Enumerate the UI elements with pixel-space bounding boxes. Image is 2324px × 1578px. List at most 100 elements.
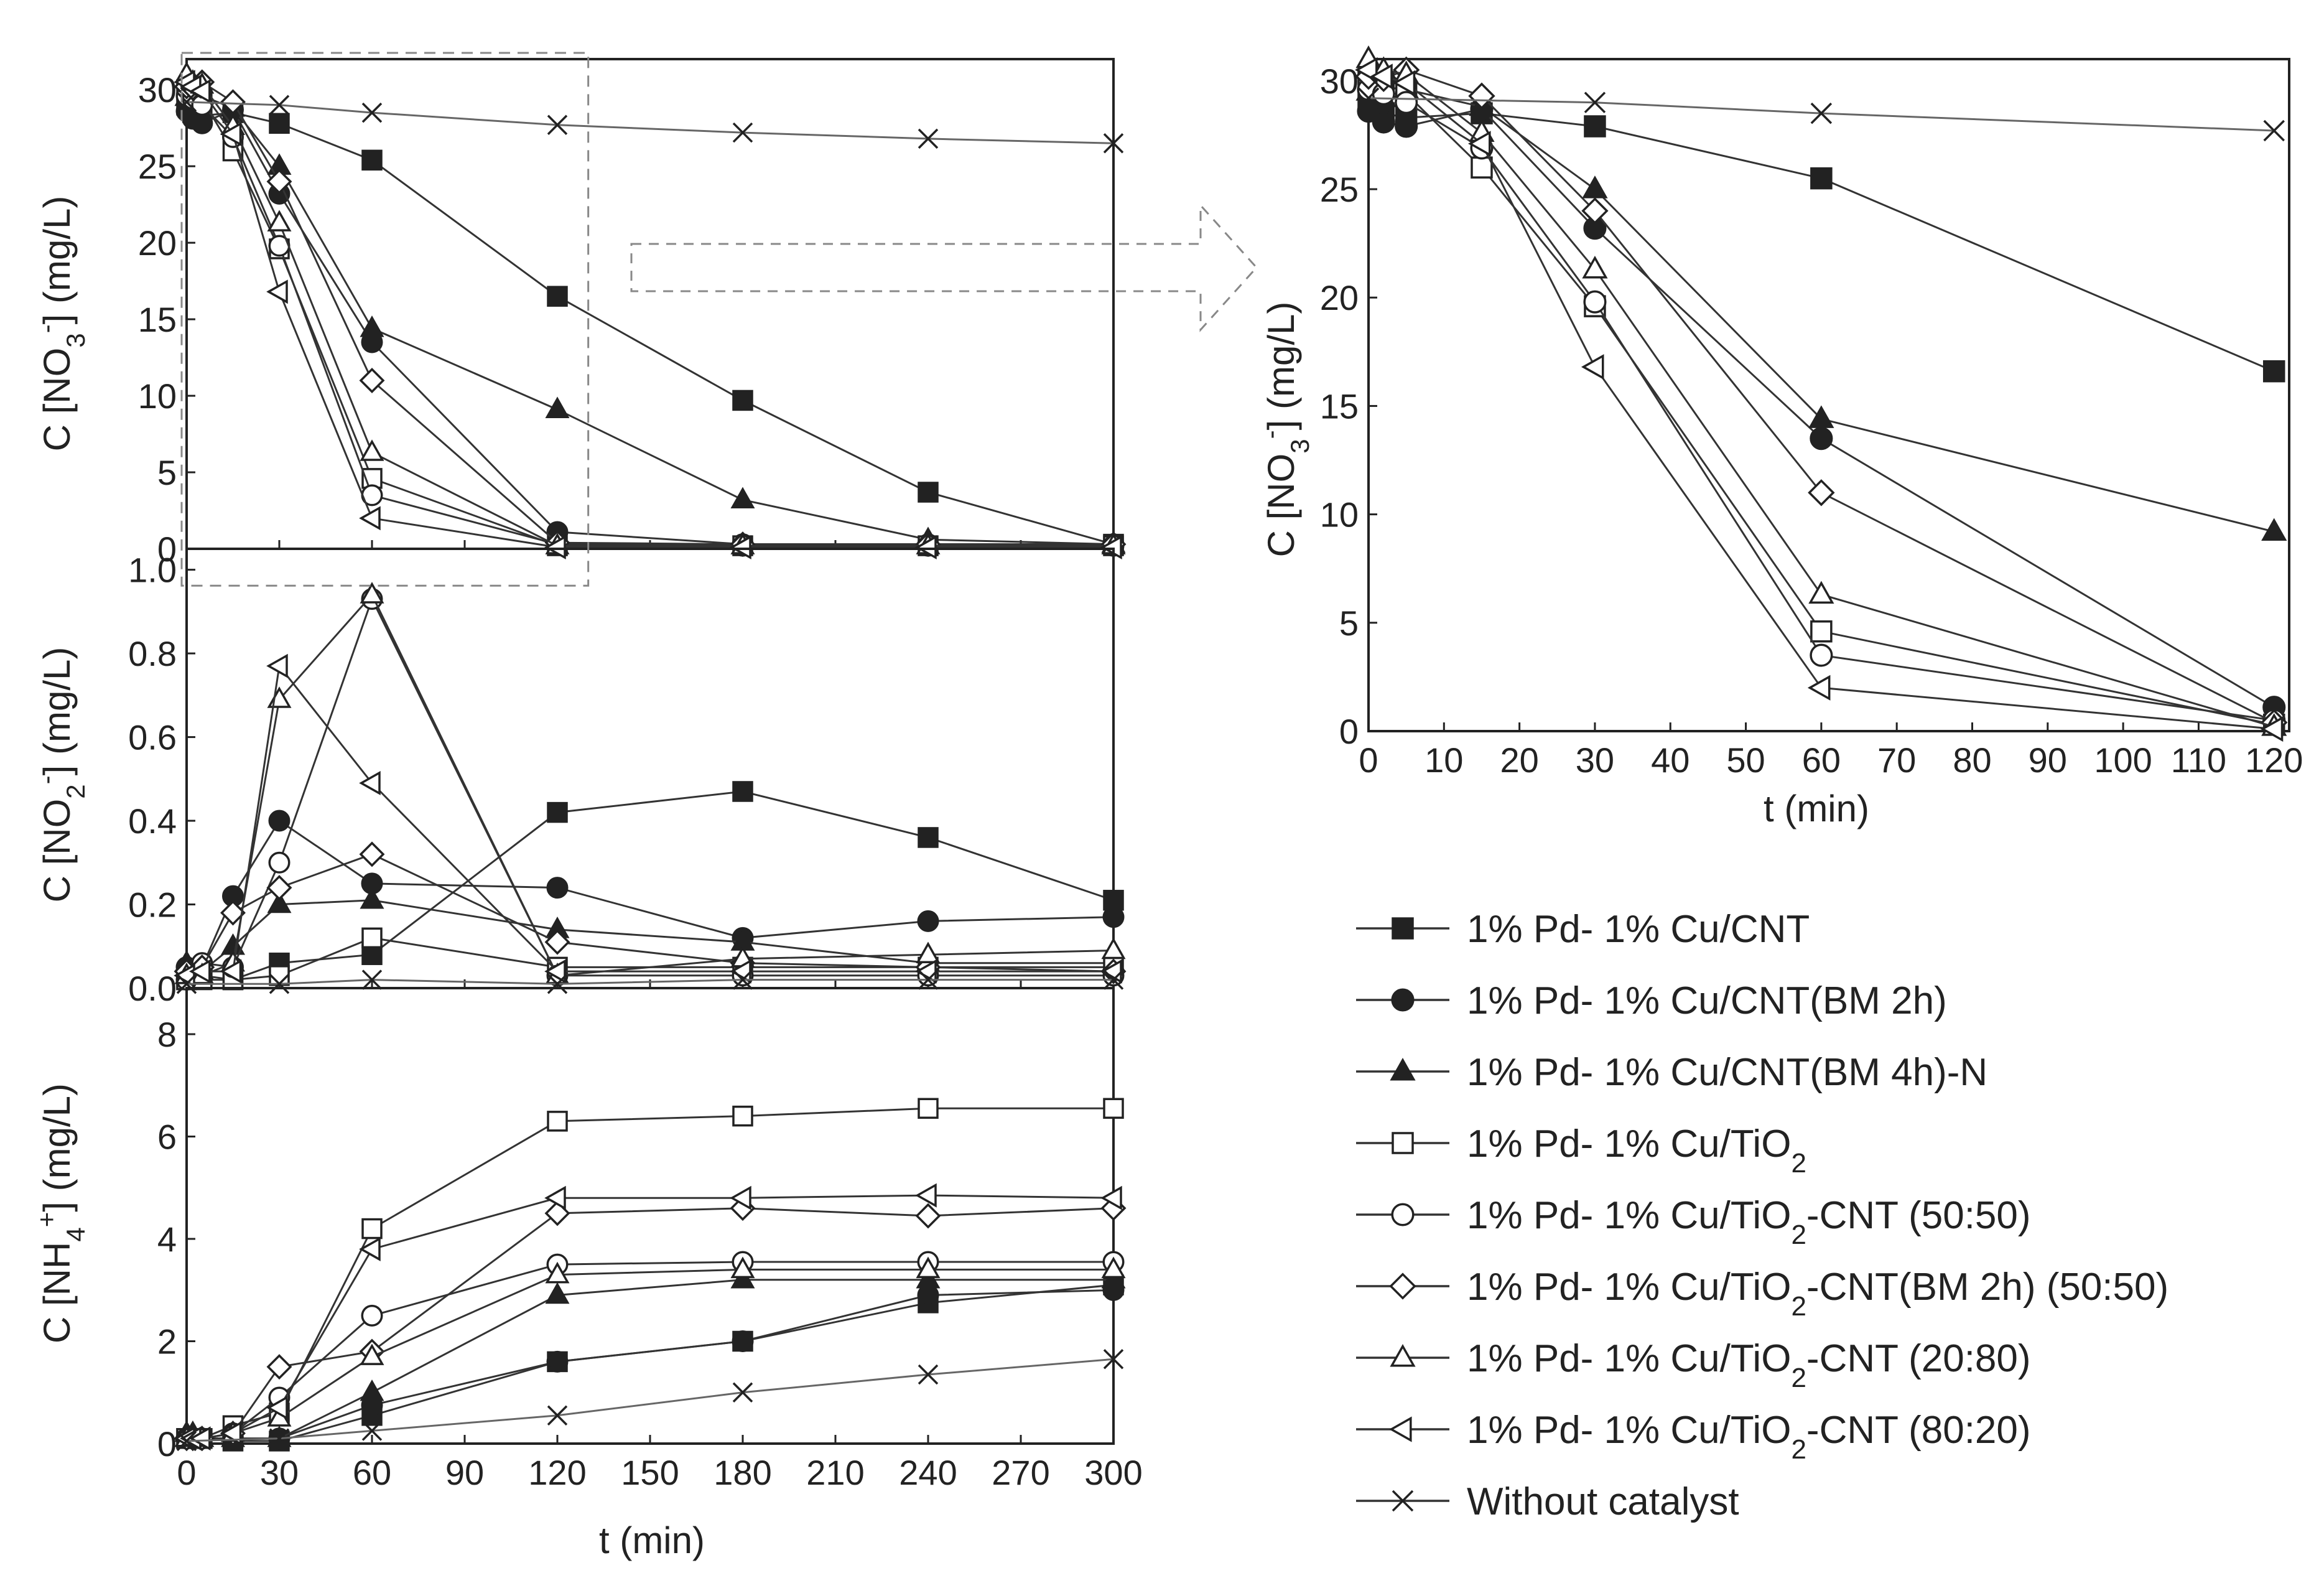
data-point [220, 89, 246, 115]
data-point [547, 1111, 568, 1132]
data-point [547, 1405, 568, 1426]
data-point [1810, 643, 1833, 667]
y-tick-label: 15 [1320, 386, 1359, 426]
legend-label-pre: 1% Pd- 1% Cu/TiO [1467, 1123, 1791, 1165]
data-point [918, 827, 939, 848]
data-point [361, 969, 383, 990]
x-tick-label: 210 [806, 1453, 864, 1492]
legend-label-pre: 1% Pd- 1% Cu/TiO [1467, 1194, 1791, 1237]
legend-marker [1392, 1132, 1414, 1154]
data-point [266, 1354, 292, 1380]
data-point [1103, 1098, 1124, 1119]
data-point [547, 801, 568, 823]
x-tick-label: 150 [621, 1453, 679, 1492]
x-tick-label: 80 [1953, 740, 1991, 780]
data-point [916, 941, 941, 963]
y-tick-label: 1.0 [128, 551, 177, 590]
y-tick-label: 0 [1339, 712, 1359, 751]
series-8 [176, 969, 1124, 994]
data-point [545, 1282, 570, 1304]
y-tick-label: 20 [1320, 278, 1359, 317]
y-tick-label: 10 [138, 376, 177, 416]
series-7 [1355, 57, 2284, 742]
data-point [266, 653, 288, 678]
data-point [1471, 156, 1493, 179]
y-tick-label: 0.6 [128, 718, 177, 757]
x-tick-label: 0 [177, 1453, 196, 1492]
x-tick-label: 20 [1500, 740, 1538, 780]
y-tick-label: 30 [138, 70, 177, 110]
data-point [360, 1343, 384, 1365]
data-point [918, 969, 939, 990]
legend-marker [1392, 917, 1414, 940]
ammonium-y-axis-title: C [NH4+] (mg/L) [32, 1083, 90, 1343]
legend-label: 1% Pd- 1% Cu/TiO2-CNT(BM 2h) (50:50) [1467, 1266, 2168, 1322]
data-point [269, 965, 290, 986]
main-x-axis-title: t (min) [599, 1520, 705, 1561]
data-point [732, 1382, 753, 1403]
legend-marker [1389, 1272, 1416, 1300]
data-point [547, 286, 568, 307]
legend-label-post: -CNT (50:50) [1806, 1194, 2031, 1237]
x-tick-label: 60 [353, 1453, 391, 1492]
data-point [1392, 70, 1416, 96]
zoom-y-axis-title: C [NO3-] (mg/L) [1256, 302, 1314, 558]
data-point [546, 1350, 569, 1373]
data-point [1582, 255, 1608, 279]
legend-item-8: Without catalyst [1356, 1480, 1739, 1523]
y-tick-label: 5 [157, 453, 177, 492]
legend-label-sub: 2 [1791, 1363, 1806, 1393]
series-7 [174, 653, 1122, 988]
data-point [1372, 110, 1395, 134]
x-tick-label: 110 [2171, 740, 2226, 780]
ammonium-y-title-pre: C [NH [36, 1242, 78, 1343]
data-point [1584, 115, 1606, 138]
y-tick-label: 0.0 [128, 969, 177, 1008]
data-point [1101, 1266, 1126, 1289]
x-tick-label: 0 [1359, 740, 1378, 780]
data-point [732, 1105, 753, 1127]
legend-label-pre: 1% Pd- 1% Cu/TiO [1467, 1337, 1791, 1380]
data-point [176, 91, 197, 113]
nitrate-y-title-post: ] (mg/L) [36, 196, 78, 325]
legend-marker [1390, 1058, 1416, 1081]
data-point [732, 390, 753, 411]
data-point [359, 841, 385, 867]
data-point [2260, 716, 2284, 742]
x-tick-label: 30 [260, 1453, 299, 1492]
data-point [361, 149, 383, 171]
y-tick-label: 6 [157, 1118, 177, 1157]
y-tick-label: 0.4 [128, 801, 177, 841]
data-point [1103, 1349, 1124, 1370]
data-point [1100, 535, 1122, 560]
data-point [1583, 290, 1607, 314]
x-tick-label: 30 [1576, 740, 1614, 780]
legend-item-5: 1% Pd- 1% Cu/TiO2-CNT(BM 2h) (50:50) [1356, 1266, 2168, 1322]
legend-label-pre: 1% Pd- 1% Cu/TiO [1467, 1409, 1791, 1452]
data-point [732, 781, 753, 802]
data-point [220, 1421, 242, 1446]
zoom-indicator [180, 52, 1258, 587]
legend-item-1: 1% Pd- 1% Cu/CNT(BM 2h) [1356, 979, 1947, 1022]
data-point [918, 128, 939, 149]
x-tick-label: 240 [899, 1453, 957, 1492]
legend-label-sub: 2 [1791, 1434, 1806, 1465]
legend-marker [1391, 988, 1415, 1012]
data-point [1810, 620, 1833, 643]
data-point [176, 1431, 197, 1452]
zoom-y-title-post: ] (mg/L) [1260, 302, 1302, 431]
data-point [269, 1428, 290, 1449]
nitrate-panel: 0 5 10 15 20 25 30 [138, 58, 1127, 569]
series-7 [174, 1183, 1122, 1451]
data-point [359, 367, 385, 393]
legend-item-3: 1% Pd- 1% Cu/TiO2 [1356, 1123, 1806, 1179]
zoom-y-title-sup: - [1256, 430, 1285, 439]
legend-label: 1% Pd- 1% Cu/TiO2-CNT (20:80) [1467, 1337, 2031, 1393]
data-point [266, 279, 288, 304]
data-point [360, 439, 384, 461]
y-tick-label: 10 [1320, 495, 1359, 535]
data-point [360, 315, 384, 337]
data-point [1581, 197, 1609, 225]
data-point [189, 1426, 211, 1451]
